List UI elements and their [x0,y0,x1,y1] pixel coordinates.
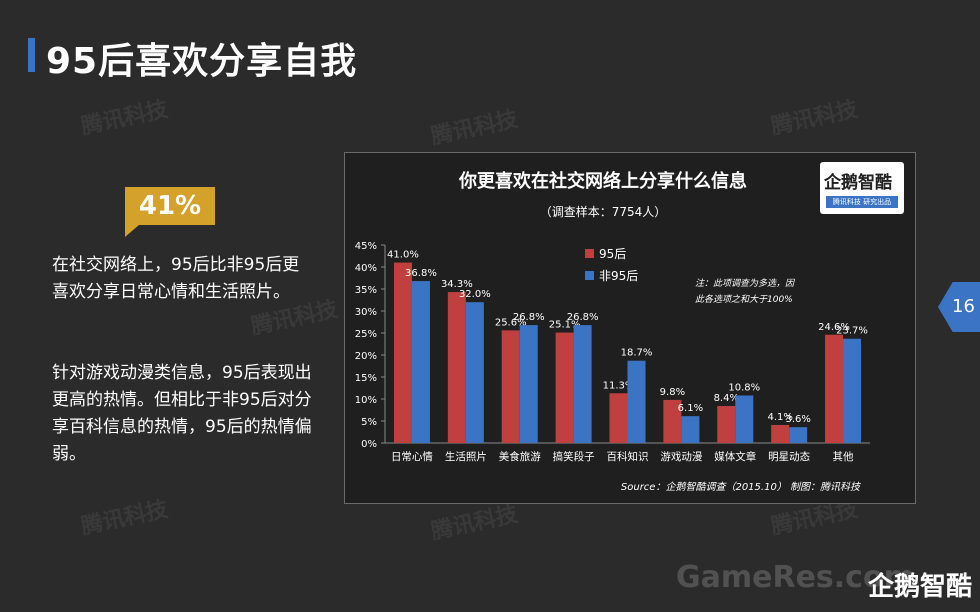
bar-gen95 [447,292,466,443]
bar-non95 [681,416,700,443]
data-label: 24.6% [818,322,850,333]
x-tick-label: 其他 [833,450,854,463]
bar-non95 [519,325,538,443]
brand-logo-box: 企鹅智酷 腾讯科技 研究出品 [820,162,904,214]
chart-subtitle: （调查样本：7754人） [540,204,667,219]
highlight-badge-tail [125,225,139,237]
data-label: 9.8% [660,387,685,398]
watermark: 腾讯科技 [78,497,171,540]
chart-note-line-1: 注：此项调查为多选，因 [695,278,796,289]
brand-logo-text: 企鹅智酷 [824,173,892,193]
bar-non95 [789,427,808,443]
data-label: 8.4% [714,393,739,404]
data-label: 36.8% [405,268,437,279]
bar-gen95 [501,330,520,443]
x-tick-label: 搞笑段子 [553,450,595,463]
page-number: 16 [952,296,975,317]
y-tick-label: 25% [355,329,377,340]
bar-gen95 [393,262,412,443]
watermark: 腾讯科技 [768,97,861,140]
watermark: 腾讯科技 [78,97,171,140]
y-tick-label: 20% [355,351,377,362]
bar-gen95 [771,424,790,443]
bar-gen95 [717,406,736,443]
chart-source: Source：企鹅智酷调查（2015.10） 制图：腾讯科技 [621,481,862,493]
x-tick-label: 媒体文章 [714,450,756,463]
bar-chart: 你更喜欢在社交网络上分享什么信息 （调查样本：7754人） 注：此项调查为多选，… [355,170,870,493]
data-label: 41.0% [387,250,419,261]
y-tick-label: 40% [355,263,377,274]
x-tick-label: 明星动态 [768,450,810,463]
data-label: 25.6% [495,317,527,328]
data-label: 11.3% [603,380,635,391]
data-label: 32.0% [459,289,491,300]
x-tick-label: 生活照片 [445,450,487,463]
chart-title: 你更喜欢在社交网络上分享什么信息 [458,170,747,192]
data-label: 4.1% [767,412,792,423]
bar-gen95 [555,332,574,443]
data-label: 26.8% [567,312,599,323]
paragraph-1: 在社交网络上，95后比非95后更喜欢分享日常心情和生活照片。 [52,255,300,302]
y-tick-label: 35% [355,285,377,296]
x-tick-label: 日常心情 [391,450,433,463]
title-accent-bar [28,38,35,72]
legend-label: 非95后 [599,269,638,283]
data-label: 25.1% [549,320,581,331]
data-label: 3.6% [785,414,810,425]
legend-swatch [585,249,594,258]
bar-non95 [843,338,862,443]
brand-logo-subtitle: 腾讯科技 研究出品 [826,196,898,208]
chart-note-line-2: 此各选项之和大于100% [695,294,793,305]
data-label: 10.8% [728,382,760,393]
legend-label: 95后 [599,247,626,261]
highlight-badge: 41% [125,187,215,225]
bar-non95 [627,360,646,443]
paragraph-2: 针对游戏动漫类信息，95后表现出更高的热情。但相比于非95后对分享百科信息的热情… [52,363,312,464]
footer-brand-logo: 企鹅智酷 [868,572,973,602]
y-tick-label: 0% [361,439,377,450]
watermark: 腾讯科技 [428,107,521,150]
bar-non95 [465,302,484,443]
y-tick-label: 5% [361,417,377,428]
data-label: 18.7% [621,348,653,359]
data-label: 6.1% [678,403,703,414]
footer-site-watermark: GameRes.com [676,560,915,595]
x-tick-label: 游戏动漫 [660,450,702,463]
x-tick-label: 百科知识 [607,450,649,463]
y-tick-label: 15% [355,373,377,384]
bar-non95 [411,281,430,443]
y-tick-label: 10% [355,395,377,406]
bar-non95 [735,395,754,443]
bar-gen95 [825,334,844,443]
data-label: 34.3% [441,279,473,290]
y-tick-label: 30% [355,307,377,318]
bar-non95 [573,325,592,443]
y-tick-label: 45% [355,241,377,252]
data-label: 23.7% [836,326,868,337]
x-tick-label: 美食旅游 [499,450,541,463]
legend-swatch [585,271,594,280]
bar-gen95 [663,399,682,443]
bar-gen95 [609,393,628,443]
data-label: 26.8% [513,312,545,323]
page-title: 95后喜欢分享自我 [46,41,358,82]
